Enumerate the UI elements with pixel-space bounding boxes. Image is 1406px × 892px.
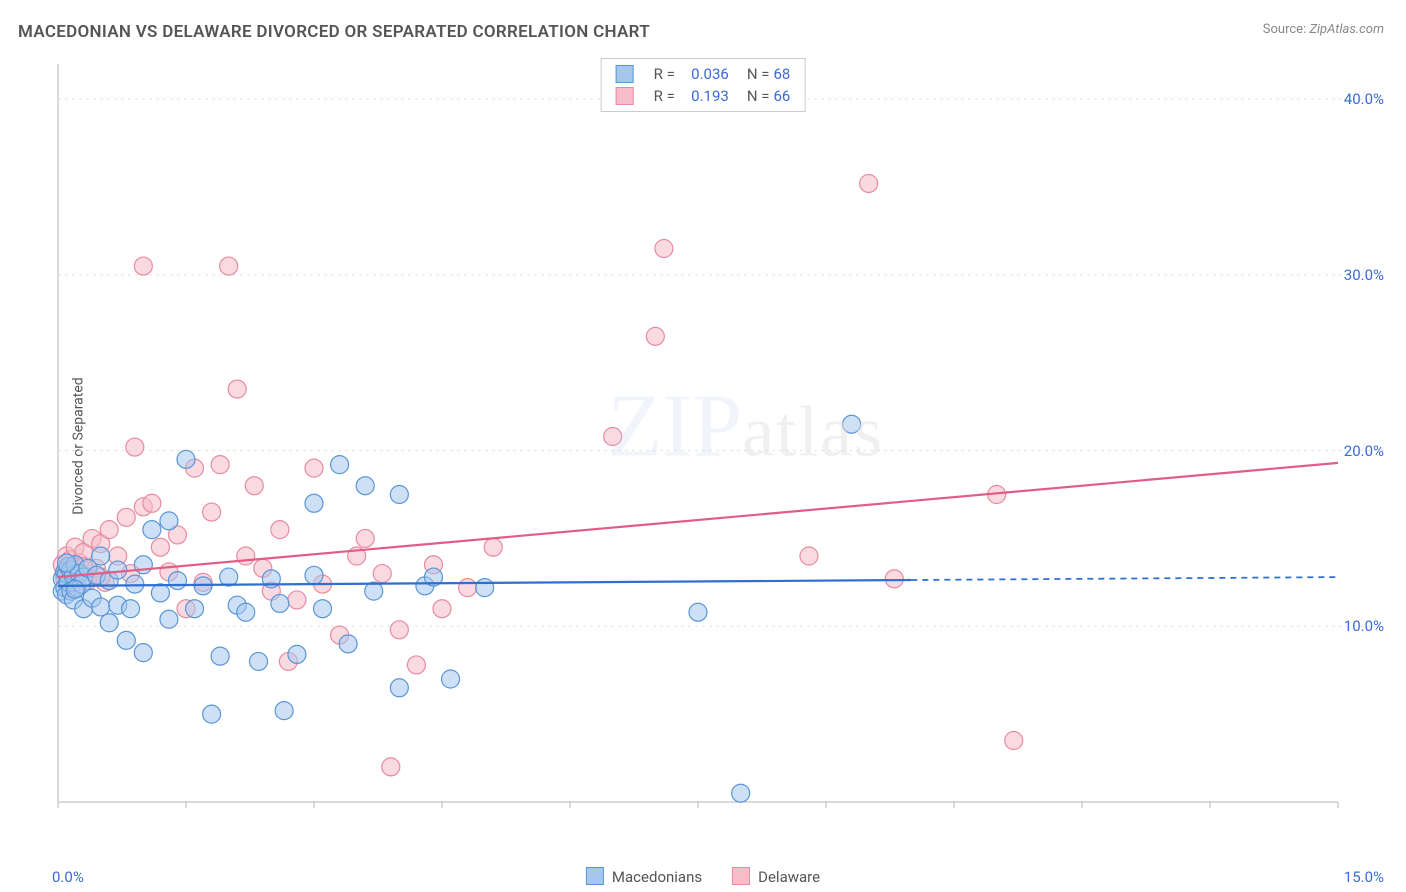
chart-container: MACEDONIAN VS DELAWARE DIVORCED OR SEPAR… [0, 0, 1406, 892]
swatch-delaware [732, 867, 750, 885]
swatch-top-0 [616, 65, 634, 83]
y-tick-label: 30.0% [1344, 266, 1384, 284]
swatch-macedonians [586, 867, 604, 885]
source-credit: Source: ZipAtlas.com [1263, 22, 1384, 37]
y-tick-label: 40.0% [1344, 90, 1384, 108]
swatch-top-1 [616, 87, 634, 105]
bottom-legend: Macedonians Delaware [586, 867, 820, 886]
legend-item-macedonians: Macedonians [586, 867, 702, 886]
y-tick-label: 20.0% [1344, 442, 1384, 460]
top-legend: R =0.036 N =68 R =0.193 N =66 [601, 58, 806, 112]
x-axis-max-label: 15.0% [1344, 868, 1384, 886]
chart-title: MACEDONIAN VS DELAWARE DIVORCED OR SEPAR… [18, 22, 650, 42]
plot-area: ZIPatlas [48, 52, 1388, 832]
y-tick-label: 10.0% [1344, 617, 1384, 635]
top-legend-row-0: R =0.036 N =68 [616, 65, 791, 83]
top-legend-row-1: R =0.193 N =66 [616, 87, 791, 105]
chart-svg [48, 52, 1388, 832]
legend-item-delaware: Delaware [732, 867, 820, 886]
x-axis-min-label: 0.0% [52, 868, 84, 886]
